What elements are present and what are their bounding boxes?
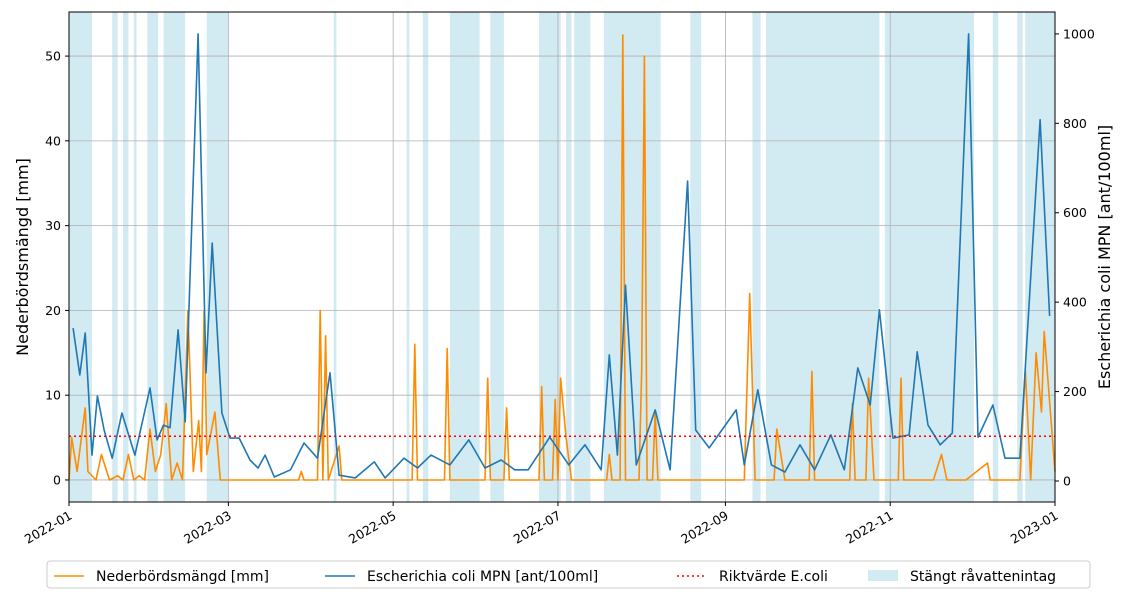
- closed-span: [133, 12, 137, 502]
- closed-span: [690, 12, 702, 502]
- legend-label: Riktvärde E.coli: [719, 569, 828, 585]
- y2-tick-label: 800: [1063, 116, 1087, 131]
- x-tick-label: 2023-01: [1008, 508, 1061, 547]
- y2-tick-label: 1000: [1063, 26, 1095, 41]
- closed-span: [123, 12, 129, 502]
- legend-label: Nederbördsmängd [mm]: [96, 569, 269, 585]
- closed-span: [992, 12, 999, 502]
- closed-span: [449, 12, 480, 502]
- x-tick-label: 2022-09: [678, 508, 731, 547]
- closed-span: [765, 12, 880, 502]
- closed-span: [566, 12, 572, 502]
- closed-span: [69, 12, 92, 502]
- y-tick-label: 30: [45, 218, 61, 233]
- y2-axis-label: Escherichia coli MPN [ant/100ml]: [1095, 125, 1114, 389]
- legend-label: Stängt råvattenintag: [910, 568, 1056, 585]
- closed-span: [490, 12, 504, 502]
- y-axis-label: Nederbördsmängd [mm]: [13, 158, 32, 356]
- y-tick-label: 0: [53, 472, 61, 487]
- legend-label: Escherichia coli MPN [ant/100ml]: [367, 569, 598, 585]
- closed-span: [603, 12, 661, 502]
- closed-span: [574, 12, 591, 502]
- series-line: [72, 33, 1051, 479]
- x-tick-label: 2022-01: [22, 508, 75, 547]
- y2-tick-label: 0: [1063, 473, 1071, 488]
- closed-span: [422, 12, 429, 502]
- legend-swatch: [868, 570, 898, 581]
- closed-span: [333, 12, 337, 502]
- y-tick-label: 40: [45, 133, 61, 148]
- closed-span: [1025, 12, 1055, 502]
- x-tick-label: 2022-05: [346, 508, 399, 547]
- closed-span: [406, 12, 410, 502]
- closed-span: [147, 12, 159, 502]
- closed-span: [539, 12, 561, 502]
- x-tick-label: 2022-11: [843, 508, 896, 547]
- y-tick-label: 10: [45, 388, 61, 403]
- y-tick-label: 50: [45, 49, 61, 64]
- y2-tick-label: 400: [1063, 295, 1087, 310]
- series-line: [68, 34, 1056, 481]
- closed-span: [1017, 12, 1023, 502]
- legend-box: [46, 560, 1091, 589]
- x-tick-label: 2022-03: [181, 508, 234, 547]
- y2-tick-label: 600: [1063, 205, 1087, 220]
- x-tick-label: 2022-07: [511, 508, 564, 547]
- closed-span: [206, 12, 229, 502]
- y-tick-label: 20: [45, 303, 61, 318]
- closed-span: [163, 12, 186, 502]
- closed-span: [112, 12, 118, 502]
- y2-tick-label: 200: [1063, 384, 1087, 399]
- plot-frame: [68, 11, 1056, 503]
- closed-span: [752, 12, 761, 502]
